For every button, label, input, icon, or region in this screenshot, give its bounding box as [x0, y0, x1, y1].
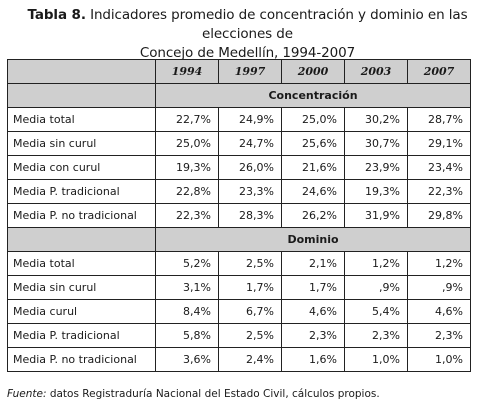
row-label: Media sin curul — [7, 275, 156, 300]
value-cell: 4,6% — [281, 299, 345, 324]
table-row: Media total 5,2% 2,5% 2,1% 1,2% 1,2% — [7, 251, 471, 276]
value-cell: 2,1% — [281, 251, 345, 276]
section-blank-cell — [7, 227, 156, 252]
year-header: 2007 — [407, 59, 471, 84]
value-cell: 30,7% — [344, 131, 408, 156]
value-cell: 3,1% — [155, 275, 219, 300]
value-cell: 8,4% — [155, 299, 219, 324]
value-cell: 6,7% — [218, 299, 282, 324]
value-cell: 19,3% — [155, 155, 219, 180]
value-cell: ,9% — [407, 275, 471, 300]
value-cell: 2,3% — [281, 323, 345, 348]
value-cell: 26,0% — [218, 155, 282, 180]
value-cell: 2,5% — [218, 323, 282, 348]
table-caption: Tabla 8. Indicadores promedio de concent… — [0, 6, 495, 63]
value-cell: 31,9% — [344, 203, 408, 228]
source-note: Fuente: datos Registraduría Nacional del… — [7, 388, 380, 400]
table-row: Media con curul 19,3% 26,0% 21,6% 23,9% … — [7, 155, 471, 180]
value-cell: 5,8% — [155, 323, 219, 348]
row-label: Media total — [7, 107, 156, 132]
value-cell: 23,9% — [344, 155, 408, 180]
caption-line-2: Concejo de Medellín, 1994-2007 — [139, 45, 356, 61]
section-row: Dominio — [7, 227, 471, 252]
value-cell: 28,7% — [407, 107, 471, 132]
value-cell: 3,6% — [155, 347, 219, 372]
value-cell: 5,2% — [155, 251, 219, 276]
caption-prefix: Tabla 8. — [27, 7, 86, 23]
section-blank-cell — [7, 83, 156, 108]
row-label: Media sin curul — [7, 131, 156, 156]
table-row: Media curul 8,4% 6,7% 4,6% 5,4% 4,6% — [7, 299, 471, 324]
year-header: 1994 — [155, 59, 219, 84]
row-label: Media total — [7, 251, 156, 276]
value-cell: 29,1% — [407, 131, 471, 156]
value-cell: 30,2% — [344, 107, 408, 132]
row-label: Media curul — [7, 299, 156, 324]
source-label: Fuente: — [7, 388, 47, 400]
value-cell: 24,7% — [218, 131, 282, 156]
value-cell: 23,3% — [218, 179, 282, 204]
value-cell: 23,4% — [407, 155, 471, 180]
value-cell: 22,3% — [155, 203, 219, 228]
value-cell: 25,6% — [281, 131, 345, 156]
table-row: Media sin curul 3,1% 1,7% 1,7% ,9% ,9% — [7, 275, 471, 300]
value-cell: 29,8% — [407, 203, 471, 228]
value-cell: 26,2% — [281, 203, 345, 228]
year-header: 1997 — [218, 59, 282, 84]
value-cell: 24,9% — [218, 107, 282, 132]
row-label: Media P. no tradicional — [7, 203, 156, 228]
year-header: 2003 — [344, 59, 408, 84]
table-row: Media P. tradicional 22,8% 23,3% 24,6% 1… — [7, 179, 471, 204]
value-cell: 1,7% — [218, 275, 282, 300]
value-cell: 1,0% — [407, 347, 471, 372]
indicators-table: 1994 1997 2000 2003 2007 Concentración M… — [7, 59, 471, 372]
header-corner — [7, 59, 156, 84]
row-label: Media con curul — [7, 155, 156, 180]
value-cell: 2,3% — [407, 323, 471, 348]
value-cell: 25,0% — [155, 131, 219, 156]
caption-line-1: Tabla 8. Indicadores promedio de concent… — [0, 6, 495, 44]
value-cell: 2,5% — [218, 251, 282, 276]
value-cell: 24,6% — [281, 179, 345, 204]
year-header: 2000 — [281, 59, 345, 84]
table-row: Media sin curul 25,0% 24,7% 25,6% 30,7% … — [7, 131, 471, 156]
value-cell: 1,6% — [281, 347, 345, 372]
value-cell: 1,0% — [344, 347, 408, 372]
value-cell: 1,2% — [344, 251, 408, 276]
value-cell: 22,8% — [155, 179, 219, 204]
value-cell: 28,3% — [218, 203, 282, 228]
value-cell: 1,7% — [281, 275, 345, 300]
value-cell: 22,3% — [407, 179, 471, 204]
table-row: Media P. no tradicional 3,6% 2,4% 1,6% 1… — [7, 347, 471, 372]
table-row: Media P. tradicional 5,8% 2,5% 2,3% 2,3%… — [7, 323, 471, 348]
value-cell: 5,4% — [344, 299, 408, 324]
value-cell: 19,3% — [344, 179, 408, 204]
value-cell: 2,4% — [218, 347, 282, 372]
table-row: Media P. no tradicional 22,3% 28,3% 26,2… — [7, 203, 471, 228]
value-cell: 25,0% — [281, 107, 345, 132]
value-cell: 21,6% — [281, 155, 345, 180]
row-label: Media P. tradicional — [7, 323, 156, 348]
value-cell: ,9% — [344, 275, 408, 300]
row-label: Media P. no tradicional — [7, 347, 156, 372]
value-cell: 22,7% — [155, 107, 219, 132]
section-row: Concentración — [7, 83, 471, 108]
value-cell: 1,2% — [407, 251, 471, 276]
row-label: Media P. tradicional — [7, 179, 156, 204]
source-text: datos Registraduría Nacional del Estado … — [46, 388, 380, 400]
section-title: Dominio — [155, 227, 471, 252]
header-row: 1994 1997 2000 2003 2007 — [7, 59, 471, 84]
value-cell: 2,3% — [344, 323, 408, 348]
section-title: Concentración — [155, 83, 471, 108]
value-cell: 4,6% — [407, 299, 471, 324]
caption-title: Indicadores promedio de concentración y … — [85, 7, 468, 42]
table-row: Media total 22,7% 24,9% 25,0% 30,2% 28,7… — [7, 107, 471, 132]
